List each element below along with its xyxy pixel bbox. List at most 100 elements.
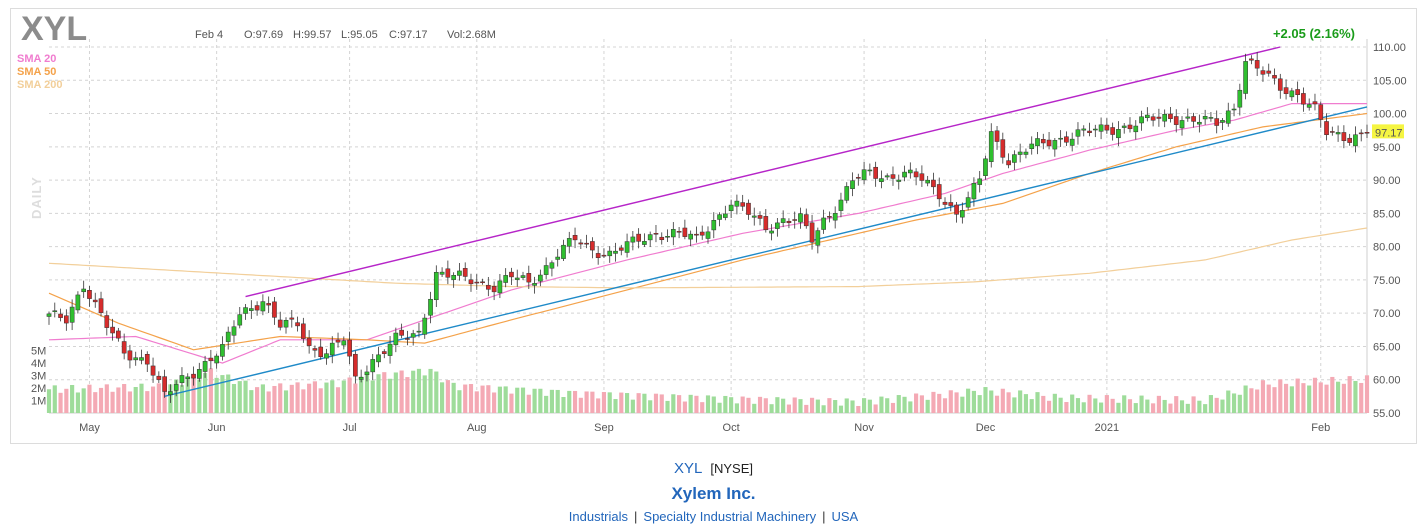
footer-symbol-link[interactable]: XYL	[674, 460, 703, 477]
candle-body	[428, 298, 433, 316]
volume-bar	[364, 373, 370, 413]
volume-bar	[1226, 390, 1231, 413]
candle-body	[1260, 70, 1266, 75]
volume-bar	[798, 399, 803, 413]
volume-bar	[202, 372, 208, 413]
x-tick-label: 2021	[1095, 422, 1119, 434]
candle-body	[1035, 138, 1040, 147]
x-tick-label: Oct	[723, 422, 740, 434]
candle-body	[168, 391, 173, 395]
volume-bar	[1197, 400, 1202, 413]
candle-body	[104, 315, 110, 328]
volume-bar	[1151, 403, 1156, 413]
volume-bar	[954, 392, 959, 413]
volume-bar	[70, 385, 75, 413]
volume-bar	[1168, 403, 1173, 413]
volume-bar	[255, 387, 260, 413]
candle-body	[925, 179, 930, 184]
candle-body	[381, 351, 387, 354]
candle-body	[717, 214, 722, 220]
candle-body	[734, 200, 740, 207]
company-name-link[interactable]: Xylem Inc.	[671, 484, 756, 503]
candle-body	[1087, 130, 1092, 133]
candle-body	[1017, 151, 1023, 155]
volume-bar	[653, 393, 659, 413]
x-tick-label: Jul	[343, 422, 357, 434]
candle-body	[318, 346, 324, 357]
volume-bar	[1260, 380, 1266, 413]
volume-bar	[122, 384, 127, 413]
volume-bar	[382, 372, 387, 413]
candle-body	[1162, 114, 1168, 122]
volume-bar	[1104, 395, 1109, 413]
volume-bar	[1000, 388, 1005, 413]
candle-body	[688, 233, 693, 240]
candle-body	[1116, 129, 1121, 139]
volume-bar	[1174, 396, 1179, 413]
y-tick-label: 105.00	[1373, 75, 1407, 87]
volume-bar	[399, 370, 404, 413]
volume-bar	[879, 396, 884, 413]
volume-bar	[468, 384, 474, 413]
volume-bar	[1075, 398, 1081, 413]
volume-bar	[1312, 377, 1318, 413]
volume-bar	[567, 390, 572, 413]
candle-body	[1329, 131, 1335, 133]
candle-body	[162, 376, 167, 392]
candle-body	[630, 236, 636, 243]
candle-body	[52, 310, 58, 312]
volume-bar	[492, 392, 497, 413]
volume-bar	[1035, 392, 1040, 413]
candle-body	[306, 337, 312, 346]
volume-bar	[1116, 402, 1121, 413]
y-tick-label: 85.00	[1373, 208, 1401, 220]
volume-bar	[451, 382, 456, 413]
candle-body	[728, 204, 734, 212]
candle-body	[266, 303, 271, 306]
volume-bar	[1203, 404, 1208, 413]
candle-body	[405, 338, 410, 340]
candle-body	[879, 178, 884, 182]
volume-bar	[1237, 394, 1242, 413]
volume-bar	[440, 382, 445, 413]
candle-body	[873, 166, 878, 179]
volume-bar	[1041, 395, 1046, 413]
country-link[interactable]: USA	[831, 509, 859, 524]
volume-bar	[1052, 393, 1057, 413]
sector-link[interactable]: Industrials	[568, 509, 629, 524]
volume-bar	[260, 384, 265, 413]
industry-link[interactable]: Specialty Industrial Machinery	[643, 509, 817, 524]
volume-bar	[902, 396, 907, 413]
candle-body	[809, 222, 815, 243]
candle-body	[1283, 87, 1289, 94]
candle-body	[127, 350, 133, 361]
y-tick-label: 90.00	[1373, 175, 1401, 187]
candle-body	[1243, 61, 1248, 94]
volume-bar	[1133, 403, 1138, 413]
candle-body	[1208, 117, 1214, 119]
volume-bar	[532, 388, 537, 413]
volume-bar	[1353, 380, 1358, 413]
candle-body	[607, 250, 613, 257]
candle-body	[884, 175, 890, 178]
candle-body	[1272, 75, 1277, 79]
y-tick-label: 70.00	[1373, 308, 1401, 320]
candle-body	[64, 315, 69, 324]
candle-body	[69, 306, 75, 323]
volume-bar	[919, 395, 924, 413]
candle-body	[699, 231, 705, 236]
candle-body	[1052, 140, 1058, 150]
volume-bar	[1058, 397, 1063, 413]
volume-tick-label: 4M	[31, 358, 46, 370]
candle-body	[624, 241, 630, 253]
volume-bar	[890, 402, 896, 413]
candle-body	[497, 280, 503, 294]
volume-bar	[983, 387, 988, 413]
volume-bar	[318, 388, 323, 413]
candle-body	[526, 273, 532, 283]
volume-bar	[1122, 395, 1127, 413]
candle-body	[763, 216, 769, 231]
volume-bar	[515, 387, 520, 413]
volume-bar	[174, 379, 179, 413]
candle-body	[364, 371, 370, 376]
